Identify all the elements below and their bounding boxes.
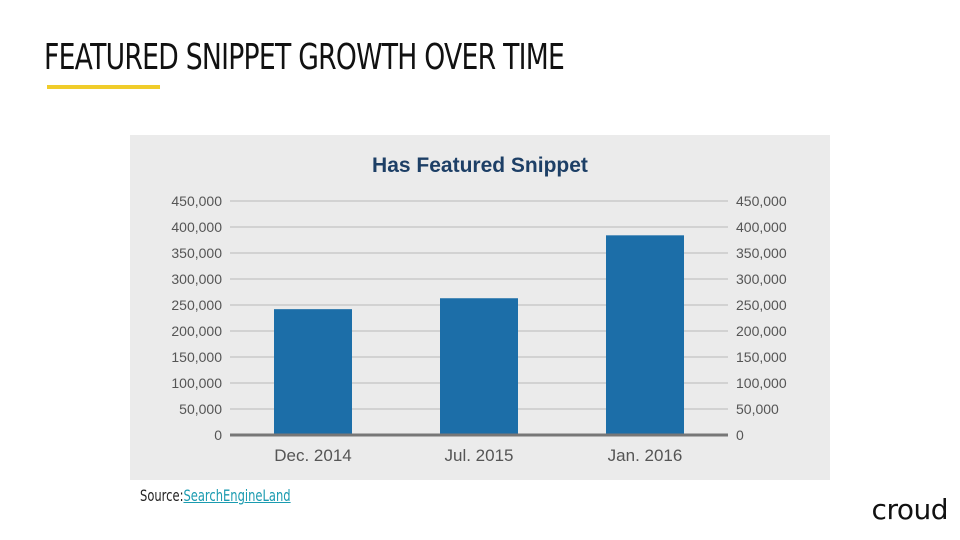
y-tick-label-right: 50,000 xyxy=(736,401,779,417)
y-tick-label-left: 250,000 xyxy=(171,297,222,313)
y-tick-label-right: 150,000 xyxy=(736,349,787,365)
y-tick-label-right: 250,000 xyxy=(736,297,787,313)
y-tick-label-right: 100,000 xyxy=(736,375,787,391)
y-tick-label-right: 0 xyxy=(736,427,744,443)
title-underline xyxy=(47,85,160,89)
y-tick-label-right: 450,000 xyxy=(736,193,787,209)
y-axis-left: 0 50,000 100,000 150,000 200,000 250,000 300,0… xyxy=(171,193,222,443)
x-tick-label: Jan. 2016 xyxy=(608,446,683,465)
y-tick-label-left: 300,000 xyxy=(171,271,222,287)
y-tick-label-right: 400,000 xyxy=(736,219,787,235)
y-tick-label-left: 0 xyxy=(214,427,222,443)
y-axis-right: 0 50,000 100,000 150,000 200,000 250,000 300,0… xyxy=(736,193,787,443)
y-tick-label-left: 50,000 xyxy=(179,401,222,417)
y-tick-label-left: 450,000 xyxy=(171,193,222,209)
bar xyxy=(440,298,518,435)
y-tick-label-left: 100,000 xyxy=(171,375,222,391)
y-tick-label-right: 350,000 xyxy=(736,245,787,261)
x-tick-label: Dec. 2014 xyxy=(274,446,352,465)
source-link[interactable]: SearchEngineLand xyxy=(183,486,291,505)
bar-chart: Has Featured Snippet 0 50,000 100,000 150,0… xyxy=(171,154,787,465)
croud-logo: croud xyxy=(871,493,949,526)
source-line: Source:SearchEngineLand xyxy=(140,486,291,505)
y-tick-label-left: 150,000 xyxy=(171,349,222,365)
x-axis: Dec. 2014 Jul. 2015 Jan. 2016 xyxy=(274,446,682,465)
y-tick-label-right: 200,000 xyxy=(736,323,787,339)
x-tick-label: Jul. 2015 xyxy=(445,446,514,465)
bar xyxy=(274,309,352,435)
y-tick-label-right: 300,000 xyxy=(736,271,787,287)
source-prefix: Source: xyxy=(140,486,184,505)
y-tick-label-left: 200,000 xyxy=(171,323,222,339)
y-tick-label-left: 350,000 xyxy=(171,245,222,261)
slide-title: FEATURED SNIPPET GROWTH OVER TIME xyxy=(44,37,565,78)
bars xyxy=(274,235,684,435)
chart-title: Has Featured Snippet xyxy=(372,154,588,177)
chart-panel: Has Featured Snippet 0 50,000 100,000 150,0… xyxy=(130,135,830,480)
y-tick-label-left: 400,000 xyxy=(171,219,222,235)
bar xyxy=(606,235,684,435)
